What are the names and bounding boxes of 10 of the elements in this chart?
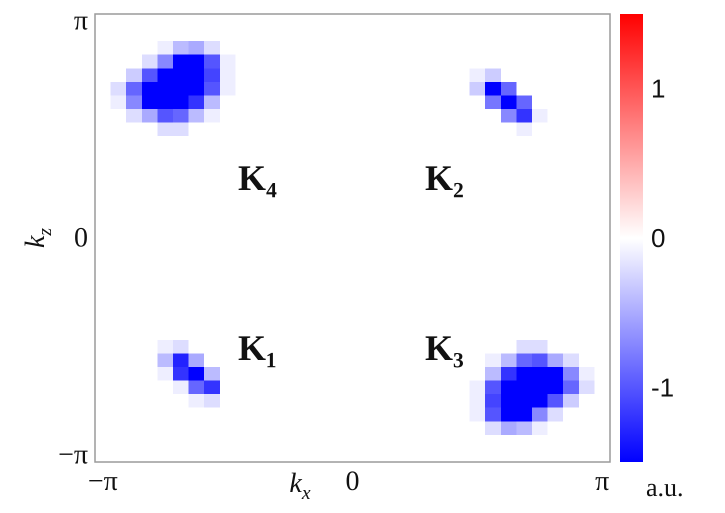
color-bar-label: -1 xyxy=(651,372,674,402)
y-tick-label: −π xyxy=(58,440,88,471)
y-tick-label: 0 xyxy=(74,222,88,254)
x-tick-label: 0 xyxy=(346,466,360,497)
color-bar-title: a.u. xyxy=(646,473,684,502)
color-bar-label: 1 xyxy=(651,74,666,104)
color-bar-label: 0 xyxy=(651,223,666,253)
y-tick-label: π xyxy=(74,5,88,36)
x-tick-label: π xyxy=(595,466,610,497)
x-axis-title: k$_{x}$ xyxy=(289,468,311,504)
